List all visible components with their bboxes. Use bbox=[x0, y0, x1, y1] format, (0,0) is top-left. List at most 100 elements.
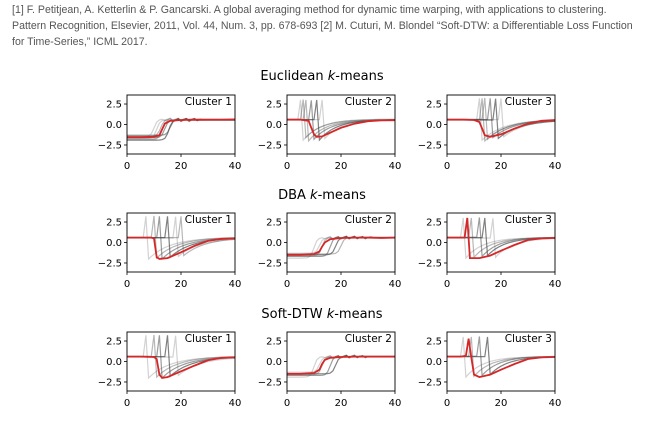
y-tick-label: −2.5 bbox=[98, 258, 122, 269]
chart-title-prefix: Euclidean bbox=[260, 69, 327, 84]
x-tick-label: 40 bbox=[389, 398, 402, 409]
y-tick-label: −2.5 bbox=[258, 140, 282, 151]
y-tick-label: 2.5 bbox=[266, 337, 282, 348]
y-tick-label: 0.0 bbox=[266, 120, 282, 131]
y-tick-label: −2.5 bbox=[98, 140, 122, 151]
x-tick-label: 0 bbox=[444, 161, 450, 172]
subplot-cluster-2: Cluster 2 2.5 0.0 −2.50 20 40 bbox=[258, 331, 402, 409]
chart-title-suffix: -means bbox=[334, 307, 383, 322]
x-tick-label: 0 bbox=[284, 161, 290, 172]
x-tick-label: 40 bbox=[549, 161, 562, 172]
cluster-label: Cluster 3 bbox=[505, 214, 552, 226]
x-tick-label: 0 bbox=[284, 279, 290, 290]
x-tick-label: 40 bbox=[389, 161, 402, 172]
subplot-cluster-2: Cluster 2 2.5 0.0 −2.50 20 40 bbox=[258, 212, 402, 290]
chart-title-suffix: -means bbox=[318, 188, 367, 203]
y-tick-label: 0.0 bbox=[106, 238, 122, 249]
y-tick-label: −2.5 bbox=[258, 377, 282, 388]
cluster-label: Cluster 1 bbox=[185, 214, 232, 226]
y-tick-label: 0.0 bbox=[426, 357, 442, 368]
subplot-cluster-3: Cluster 3 2.5 0.0 −2.50 20 40 bbox=[418, 94, 562, 172]
chart-title-italic: k bbox=[327, 307, 335, 322]
series-line bbox=[127, 335, 235, 380]
x-tick-label: 40 bbox=[229, 398, 242, 409]
cluster-label: Cluster 2 bbox=[345, 333, 392, 345]
y-tick-label: 2.5 bbox=[266, 100, 282, 111]
x-tick-label: 0 bbox=[124, 398, 130, 409]
series-line bbox=[127, 216, 235, 261]
x-tick-label: 0 bbox=[284, 398, 290, 409]
cluster-label: Cluster 2 bbox=[345, 96, 392, 108]
x-tick-label: 40 bbox=[389, 279, 402, 290]
x-tick-label: 0 bbox=[444, 279, 450, 290]
x-tick-label: 40 bbox=[549, 279, 562, 290]
barycenter-line bbox=[447, 217, 555, 259]
x-tick-label: 0 bbox=[124, 279, 130, 290]
reference-1: [1] F. Petitjean, A. Ketterlin & P. Ganc… bbox=[12, 4, 607, 32]
chart-title-prefix: Soft-DTW bbox=[261, 307, 326, 322]
barycenter-line bbox=[127, 355, 235, 379]
x-tick-label: 20 bbox=[175, 398, 188, 409]
y-tick-label: 2.5 bbox=[266, 218, 282, 229]
subplot-cluster-3: Cluster 3 2.5 0.0 −2.50 20 40 bbox=[418, 212, 562, 290]
chart-title-suffix: -means bbox=[335, 69, 384, 84]
barycenter-line bbox=[447, 338, 555, 379]
reference-caption: [1] F. Petitjean, A. Ketterlin & P. Ganc… bbox=[12, 2, 637, 50]
subplot-cluster-1: Cluster 1 2.5 0.0 −2.50 20 40 bbox=[98, 331, 242, 409]
y-tick-label: 2.5 bbox=[106, 218, 122, 229]
y-tick-label: 0.0 bbox=[426, 120, 442, 131]
subplot-cluster-1: Cluster 1 2.5 0.0 −2.50 20 40 bbox=[98, 94, 242, 172]
subplot-cluster-3: Cluster 3 2.5 0.0 −2.50 20 40 bbox=[418, 331, 562, 409]
barycenter-line bbox=[287, 118, 395, 138]
y-tick-label: −2.5 bbox=[98, 377, 122, 388]
y-tick-label: 2.5 bbox=[426, 100, 442, 111]
series-line bbox=[127, 117, 235, 136]
subplot-cluster-1: Cluster 1 2.5 0.0 −2.50 20 40 bbox=[98, 212, 242, 290]
cluster-label: Cluster 2 bbox=[345, 214, 392, 226]
x-tick-label: 0 bbox=[124, 161, 130, 172]
barycenter-line bbox=[287, 355, 395, 375]
y-tick-label: 0.0 bbox=[426, 238, 442, 249]
reference-2: [2] M. Cuturi, M. Blondel “Soft-DTW: a D… bbox=[12, 20, 633, 48]
chart-title-italic: k bbox=[310, 188, 318, 203]
y-tick-label: −2.5 bbox=[418, 258, 442, 269]
x-tick-label: 20 bbox=[335, 279, 348, 290]
x-tick-label: 20 bbox=[175, 161, 188, 172]
barycenter-line bbox=[287, 236, 395, 256]
y-tick-label: 2.5 bbox=[106, 337, 122, 348]
x-tick-label: 20 bbox=[335, 161, 348, 172]
x-tick-label: 20 bbox=[175, 279, 188, 290]
x-tick-label: 20 bbox=[495, 279, 508, 290]
chart-title: Soft-DTW k-means bbox=[261, 307, 382, 322]
y-tick-label: 0.0 bbox=[266, 357, 282, 368]
x-tick-label: 20 bbox=[335, 398, 348, 409]
cluster-label: Cluster 3 bbox=[505, 333, 552, 345]
y-tick-label: 2.5 bbox=[426, 337, 442, 348]
chart-title: Euclidean k-means bbox=[260, 69, 384, 84]
y-tick-label: 0.0 bbox=[106, 357, 122, 368]
x-tick-label: 0 bbox=[444, 398, 450, 409]
barycenter-line bbox=[447, 118, 555, 138]
series-line bbox=[287, 355, 395, 373]
chart-title-italic: k bbox=[328, 69, 336, 84]
series-line bbox=[287, 99, 395, 139]
x-tick-label: 40 bbox=[549, 398, 562, 409]
y-tick-label: 0.0 bbox=[266, 238, 282, 249]
x-tick-label: 20 bbox=[495, 398, 508, 409]
subplot-cluster-2: Cluster 2 2.5 0.0 −2.50 20 40 bbox=[258, 94, 402, 172]
x-tick-label: 40 bbox=[229, 279, 242, 290]
y-tick-label: 0.0 bbox=[106, 120, 122, 131]
barycenter-line bbox=[127, 236, 235, 260]
y-tick-label: −2.5 bbox=[418, 140, 442, 151]
x-tick-label: 40 bbox=[229, 161, 242, 172]
barycenter-line bbox=[127, 118, 235, 139]
cluster-label: Cluster 3 bbox=[505, 96, 552, 108]
y-tick-label: 2.5 bbox=[426, 218, 442, 229]
chart-title-prefix: DBA bbox=[278, 188, 310, 203]
x-tick-label: 20 bbox=[495, 161, 508, 172]
y-tick-label: 2.5 bbox=[106, 100, 122, 111]
